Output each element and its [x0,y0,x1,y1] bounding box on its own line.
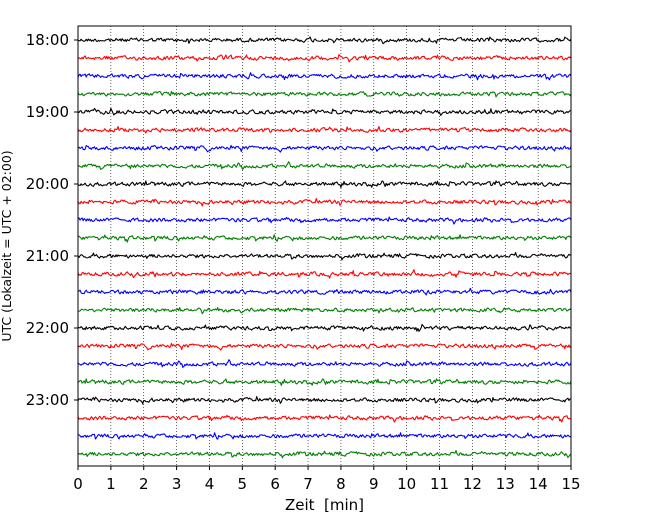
x-tick-label: 15 [561,475,580,493]
seismic-trace [77,161,572,170]
x-tick-label: 9 [369,475,379,493]
seismic-trace [77,414,572,423]
seismic-trace [77,323,572,332]
x-tick-label: 2 [139,475,149,493]
grid-layer [110,26,539,466]
seismic-trace [77,125,572,134]
seismic-trace [77,216,572,225]
seismic-trace [77,144,572,153]
y-tick-label: 21:00 [26,247,69,265]
y-tick-label: 19:00 [26,103,69,121]
x-axis: 0 1 2 3 4 5 6 7 8 9 10 11 12 13 14 15 [73,466,581,493]
x-tick-label: 7 [303,475,313,493]
x-tick-label: 1 [106,475,116,493]
seismic-trace [77,287,572,296]
trace-layer [77,36,572,459]
x-axis-label: Zeit [min] [285,496,364,514]
y-tick-label: 22:00 [26,319,69,337]
seismic-trace [77,342,572,351]
y-axis-label: UTC (Lokalzeit = UTC + 02:00) [0,150,14,341]
seismic-trace [77,378,572,386]
x-tick-label: 11 [430,475,449,493]
seismic-trace [77,90,572,98]
x-tick-label: 4 [205,475,215,493]
seismic-trace [77,450,572,459]
x-tick-label: 6 [270,475,280,493]
seismic-trace [77,54,572,63]
x-tick-label: 10 [397,475,416,493]
x-tick-label: 0 [73,475,83,493]
y-tick-label: 23:00 [26,391,69,409]
seismic-trace [77,197,572,207]
seismic-trace [77,180,572,188]
seismic-trace [77,36,572,45]
x-tick-label: 3 [172,475,182,493]
y-axis: 18:00 19:00 20:00 21:00 22:00 23:00 [26,31,78,409]
seismic-trace [77,307,572,315]
seismic-trace [77,234,572,243]
seismic-trace [77,72,572,81]
x-tick-label: 14 [529,475,548,493]
y-tick-label: 18:00 [26,31,69,49]
x-tick-label: 13 [496,475,515,493]
x-tick-label: 12 [463,475,482,493]
x-tick-label: 5 [238,475,248,493]
seismic-trace [77,252,572,261]
seismic-trace [77,432,572,440]
seismic-trace [77,269,572,279]
plot-frame [77,25,572,467]
y-tick-label: 20:00 [26,175,69,193]
seismic-trace [77,359,572,368]
seismic-trace [77,107,572,116]
seismic-trace [77,395,572,405]
x-tick-label: 8 [336,475,346,493]
